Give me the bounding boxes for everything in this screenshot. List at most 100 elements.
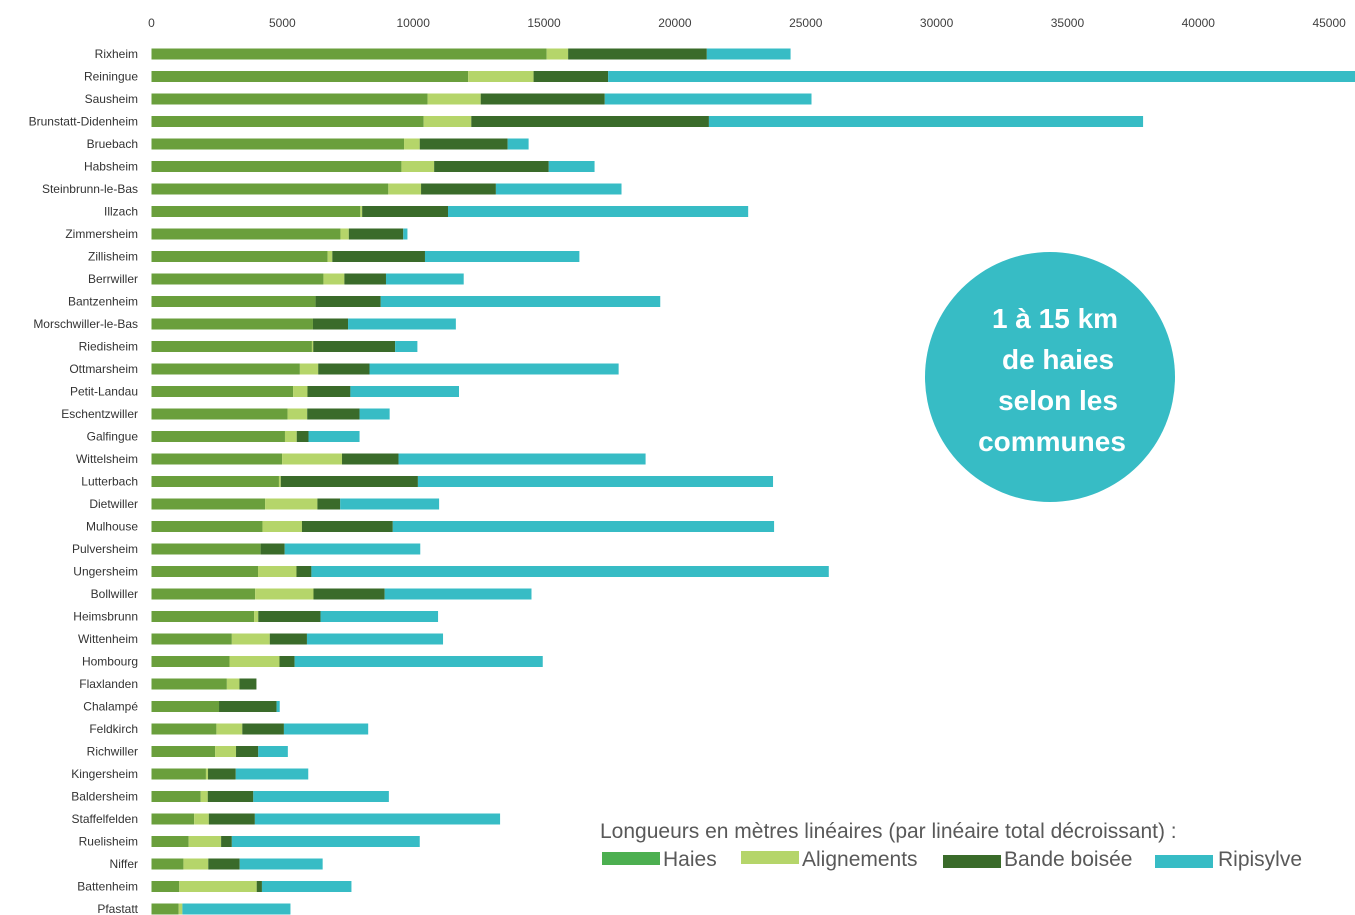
category-label-zimmersheim: Zimmersheim (65, 227, 138, 241)
bar-baldersheim-bande-boisee (207, 791, 254, 802)
bar-ruelisheim-ripisylve (231, 836, 420, 847)
bar-mulhouse-bande-boisee (301, 521, 393, 532)
bar-wittelsheim-haies (151, 453, 283, 465)
bar-kingersheim-ripisylve (235, 768, 309, 780)
bar-morschwiller-le-bas-haies (151, 318, 313, 330)
bar-feldkirch-alignements (216, 723, 243, 735)
bar-pulversheim-haies (151, 543, 261, 555)
x-tick-label-20000: 20000 (658, 16, 692, 30)
bar-richwiller-alignements (215, 746, 237, 757)
bar-kingersheim-haies (151, 768, 206, 780)
bar-galfingue-ripisylve (308, 431, 360, 442)
callout-line-1: 1 à 15 km (992, 303, 1118, 334)
bar-mulhouse-ripisylve (392, 521, 775, 532)
bar-illzach-ripisylve (448, 206, 749, 217)
legend-label-bande-boisee: Bande boisée (1004, 848, 1132, 871)
x-tick-label-10000: 10000 (397, 16, 431, 30)
bar-heimsbrunn-bande-boisee (258, 611, 321, 622)
bar-habsheim-bande-boisee (434, 161, 549, 172)
bar-bantzenheim-ripisylve (380, 296, 661, 307)
bar-dietwiller-haies (151, 498, 266, 510)
bar-richwiller-haies (151, 746, 216, 757)
bar-flaxlanden-alignements (226, 678, 240, 690)
category-label-habsheim: Habsheim (84, 160, 138, 174)
bar-battenheim-haies (151, 881, 180, 892)
category-label-zillisheim: Zillisheim (88, 250, 138, 264)
bar-battenheim-ripisylve (261, 881, 352, 892)
bar-wittelsheim-bande-boisee (342, 453, 399, 465)
category-label-bruebach: Bruebach (87, 137, 138, 151)
x-tick-label-30000: 30000 (920, 16, 954, 30)
category-label-flaxlanden: Flaxlanden (79, 677, 138, 691)
category-label-rixheim: Rixheim (95, 47, 138, 61)
bar-lutterbach-bande-boisee (280, 476, 418, 487)
bar-feldkirch-bande-boisee (242, 723, 284, 735)
bar-ungersheim-alignements (258, 566, 297, 577)
bar-mulhouse-alignements (262, 521, 302, 532)
bar-wittelsheim-alignements (282, 453, 343, 465)
bar-heimsbrunn-alignements (254, 611, 259, 622)
bar-niffer-alignements (183, 858, 209, 870)
bar-ottmarsheim-ripisylve (369, 363, 619, 375)
bar-wittenheim-haies (151, 633, 232, 645)
legend-label-haies: Haies (663, 848, 717, 871)
bar-bollwiller-alignements (255, 588, 314, 600)
category-label-dietwiller: Dietwiller (89, 497, 138, 511)
category-label-lutterbach: Lutterbach (81, 475, 138, 489)
x-tick-label-35000: 35000 (1051, 16, 1085, 30)
legend-title: Longueurs en mètres linéaires (par linéa… (600, 820, 1177, 843)
bar-staffelfelden-ripisylve (254, 813, 501, 825)
bar-chalampe-bande-boisee (219, 701, 277, 712)
bar-eschentzwiller-bande-boisee (307, 408, 360, 420)
bar-ruelisheim-haies (151, 836, 189, 847)
bar-illzach-haies (151, 206, 361, 217)
legend-swatch-bande-boisee (943, 855, 1001, 868)
bar-zillisheim-haies (151, 251, 328, 262)
legend-swatch-haies (602, 852, 660, 865)
callout-line-2: de haies (1002, 344, 1114, 375)
bar-zimmersheim-haies (151, 228, 341, 240)
category-label-ungersheim: Ungersheim (73, 565, 138, 579)
bar-rixheim-alignements (546, 48, 569, 60)
bar-illzach-alignements (360, 206, 363, 217)
bar-wittelsheim-ripisylve (398, 453, 646, 465)
category-label-riedisheim: Riedisheim (79, 340, 138, 354)
bar-niffer-ripisylve (239, 858, 323, 870)
bar-staffelfelden-haies (151, 813, 195, 825)
category-label-chalampe: Chalampé (83, 700, 138, 714)
bar-galfingue-haies (151, 431, 285, 442)
bar-habsheim-ripisylve (548, 161, 595, 172)
bar-eschentzwiller-haies (151, 408, 288, 420)
bar-rixheim-haies (151, 48, 547, 60)
bar-petit-landau-bande-boisee (307, 386, 351, 397)
bar-baldersheim-haies (151, 791, 201, 802)
bar-baldersheim-ripisylve (253, 791, 389, 802)
bar-bollwiller-ripisylve (384, 588, 532, 600)
bar-dietwiller-alignements (265, 498, 318, 510)
bar-berrwiller-alignements (323, 273, 345, 285)
category-label-ruelisheim: Ruelisheim (79, 835, 138, 849)
bar-lutterbach-alignements (278, 476, 281, 487)
legend: Longueurs en mètres linéaires (par linéa… (600, 820, 1302, 871)
bar-ungersheim-ripisylve (311, 566, 829, 577)
category-label-feldkirch: Feldkirch (89, 722, 138, 736)
bar-flaxlanden-bande-boisee (239, 678, 257, 690)
bar-hombourg-alignements (229, 656, 280, 667)
category-label-mulhouse: Mulhouse (86, 520, 138, 534)
x-tick-label-0: 0 (148, 16, 155, 30)
bar-feldkirch-ripisylve (283, 723, 369, 735)
x-tick-label-45000: 45000 (1312, 16, 1346, 30)
bar-hombourg-haies (151, 656, 230, 667)
bar-niffer-haies (151, 858, 184, 870)
bar-niffer-bande-boisee (208, 858, 240, 870)
bar-zimmersheim-alignements (340, 228, 349, 240)
x-tick-label-25000: 25000 (789, 16, 823, 30)
bar-steinbrunn-le-bas-haies (151, 183, 389, 195)
bar-chalampe-haies (151, 701, 220, 712)
legend-label-alignements: Alignements (802, 848, 918, 871)
category-label-steinbrunn-le-bas: Steinbrunn-le-Bas (42, 182, 138, 196)
bar-dietwiller-bande-boisee (317, 498, 341, 510)
legend-swatch-alignements (741, 851, 799, 864)
bar-zimmersheim-ripisylve (403, 228, 408, 240)
bar-reiningue-bande-boisee (533, 71, 609, 82)
